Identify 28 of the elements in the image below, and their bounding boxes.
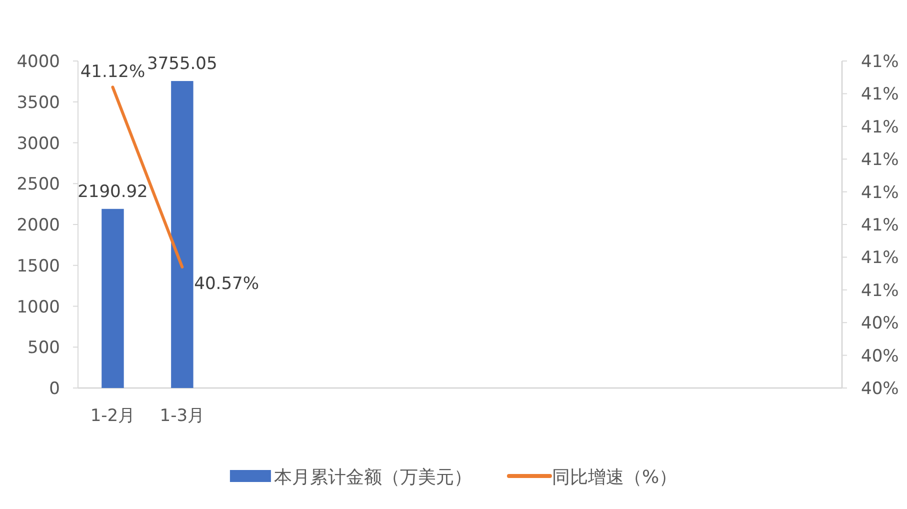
y2tick: 41% — [861, 84, 899, 105]
data-label: 41.12% — [80, 62, 146, 82]
ytick: 2000 — [16, 216, 60, 236]
legend-label: 本月累计金额（万美元） — [274, 467, 472, 488]
y2tick: 41% — [861, 216, 899, 236]
xtick: 1-2月 — [90, 406, 136, 426]
y2tick: 41% — [861, 52, 899, 72]
ytick: 3000 — [16, 134, 60, 154]
xtick: 1-3月 — [160, 406, 205, 426]
ytick: 2500 — [16, 174, 60, 195]
y2tick: 40% — [861, 314, 899, 334]
y2tick: 41% — [861, 117, 899, 138]
ytick: 1000 — [16, 297, 60, 318]
y2tick: 41% — [861, 150, 899, 170]
data-label: 3755.05 — [147, 54, 218, 74]
data-label: 40.57% — [194, 274, 259, 294]
legend-label: 同比增速（%） — [552, 467, 678, 488]
ytick: 500 — [28, 338, 60, 358]
y2tick: 40% — [861, 346, 899, 366]
ytick: 0 — [49, 379, 60, 399]
y2tick: 41% — [861, 182, 899, 203]
y2tick: 40% — [861, 379, 899, 399]
ytick: 1500 — [16, 256, 60, 276]
ytick: 4000 — [16, 52, 60, 72]
y2tick: 41% — [861, 280, 899, 301]
ytick: 3500 — [16, 92, 60, 113]
y2tick: 41% — [861, 248, 899, 268]
data-label: 2190.92 — [78, 182, 148, 202]
